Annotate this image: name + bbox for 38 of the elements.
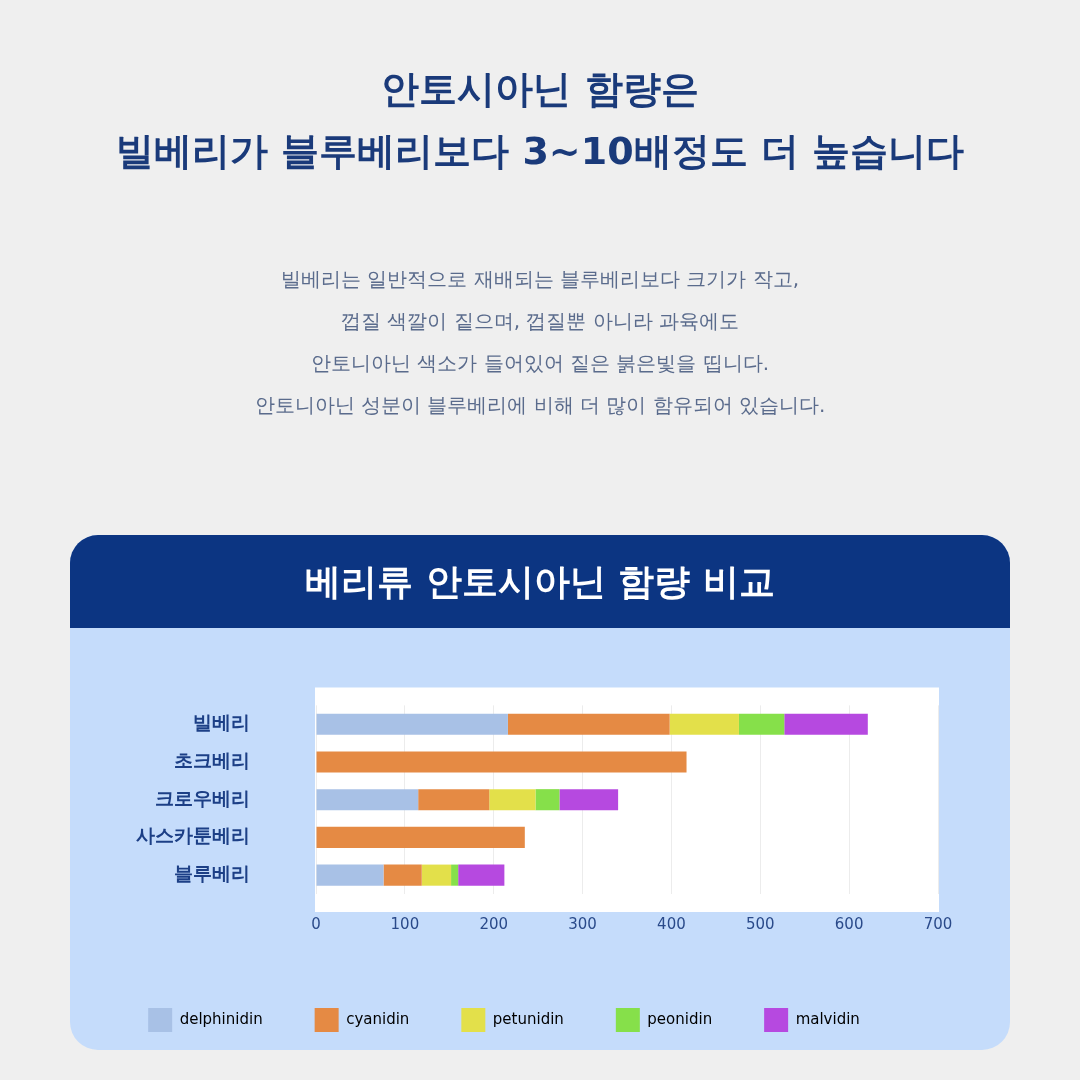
x-tick-label: 500 (745, 914, 775, 933)
x-tick-label: 100 (390, 914, 420, 933)
bar (316, 864, 384, 886)
bar (458, 864, 505, 886)
x-tick-label: 0 (311, 914, 321, 933)
text: 안토시아닌 함량은 빌베리가 블루베리보다 3~10배정도 더 높습니다 (114, 66, 966, 175)
legend-label: malvidin (795, 1009, 860, 1028)
bar (489, 789, 536, 811)
bar (559, 789, 619, 811)
x-tick-label: 300 (568, 914, 597, 933)
bar (738, 713, 785, 735)
bar (418, 789, 490, 811)
bar (669, 713, 739, 735)
bar (421, 864, 452, 886)
bar (535, 789, 560, 811)
legend-label: cyanidin (346, 1009, 410, 1028)
bar (507, 713, 670, 735)
y-tick-label: 빌베리 (193, 711, 250, 734)
text: 빌베리는 일반적으로 재배되는 블루베리보다 크기가 작고, 껍질 색깔이 짙으며, 껍질뿐 아니라 과육에도 안토니아닌 색소가 들어있어 짙은 붉은빛을 띱니다. 안토니아닌 성분이 블루베리에 비해 더 많이 함유되어 있습니다. (253, 266, 827, 419)
bar (316, 789, 419, 811)
bar (451, 864, 459, 886)
x-tick-label: 700 (923, 914, 953, 933)
chart-title: 베리류 안토시아닌 함량 비교 (70, 535, 1010, 628)
legend-label: peonidin (647, 1009, 713, 1028)
y-tick-label: 초크베리 (174, 748, 250, 771)
bar (383, 864, 422, 886)
bar (316, 713, 508, 735)
y-tick-label: 사스카툰베리 (136, 824, 250, 847)
bar (316, 826, 525, 848)
y-tick-label: 크로우베리 (155, 786, 250, 809)
x-tick-label: 200 (479, 914, 509, 933)
legend-label: delphinidin (179, 1009, 263, 1028)
y-tick-label: 블루베리 (174, 862, 250, 885)
x-tick-label: 600 (834, 914, 864, 933)
legend-label: petunidin (492, 1009, 564, 1028)
bar (784, 713, 868, 735)
bar (316, 751, 687, 773)
x-tick-label: 400 (657, 914, 686, 933)
